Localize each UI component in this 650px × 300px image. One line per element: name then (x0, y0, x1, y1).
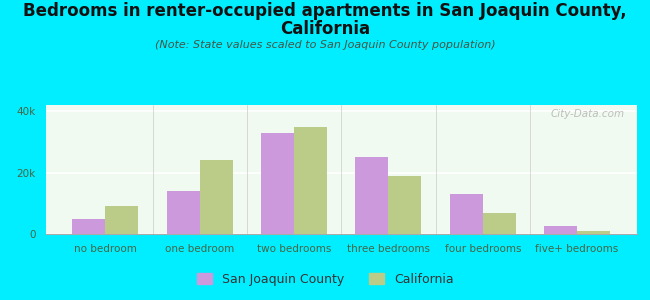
Bar (166, 191, 200, 234)
Bar (577, 231, 610, 234)
Text: Bedrooms in renter-occupied apartments in San Joaquin County,: Bedrooms in renter-occupied apartments i… (23, 2, 627, 20)
Bar (72, 219, 105, 234)
Bar (200, 160, 233, 234)
Bar (294, 127, 327, 234)
Bar (356, 157, 389, 234)
Bar (483, 212, 516, 234)
Legend: San Joaquin County, California: San Joaquin County, California (192, 268, 458, 291)
Bar (389, 176, 421, 234)
Text: City-Data.com: City-Data.com (551, 109, 625, 119)
Bar (450, 194, 483, 234)
Bar (544, 226, 577, 234)
Bar (261, 133, 294, 234)
Bar (105, 206, 138, 234)
Text: California: California (280, 20, 370, 38)
Text: (Note: State values scaled to San Joaquin County population): (Note: State values scaled to San Joaqui… (155, 40, 495, 50)
